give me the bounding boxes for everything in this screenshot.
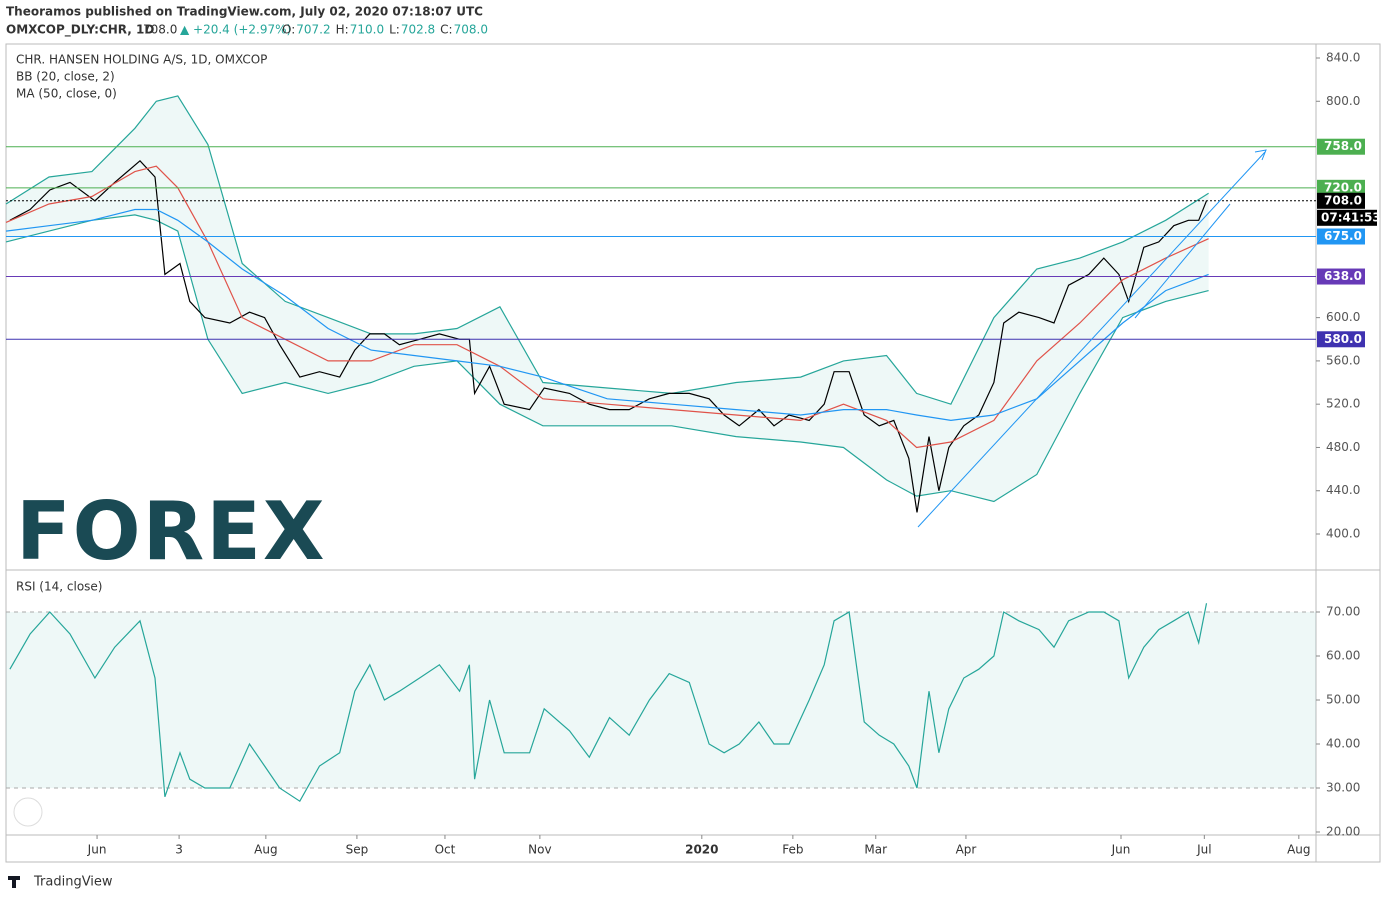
rsi-title: RSI (14, close) [16, 580, 102, 594]
countdown-badge [1317, 209, 1377, 226]
level-label: 638.0 [1324, 269, 1362, 283]
x-tick-label: 2020 [685, 843, 718, 857]
y-tick-label: 800.0 [1326, 94, 1360, 108]
y-tick-label: 70.00 [1326, 605, 1360, 619]
y-tick-label: 480.0 [1326, 440, 1360, 454]
tv-logo [8, 876, 20, 888]
ohlc-value: 702.8 [401, 23, 435, 37]
indicator: MA (50, close, 0) [16, 87, 117, 101]
level-badge [1317, 138, 1365, 155]
rsi-band [6, 612, 1316, 788]
series-line [9, 603, 1208, 803]
y-tick-label: 20.00 [1326, 825, 1360, 839]
level-badge [1317, 179, 1365, 196]
bb-upper [5, 95, 1209, 405]
x-tick-label: 3 [175, 843, 183, 857]
level-badge [1317, 192, 1365, 209]
level-badge [1317, 331, 1365, 348]
ohlc-key: O: [282, 23, 295, 37]
channel-line [1134, 203, 1231, 319]
y-tick-label: 30.00 [1326, 781, 1360, 795]
bb-lower [5, 214, 1209, 503]
arrow-head [1254, 149, 1267, 161]
x-tick-label: Mar [864, 843, 887, 857]
y-tick-label: 440.0 [1326, 483, 1360, 497]
y-tick-label: 400.0 [1326, 527, 1360, 541]
x-tick-label: Oct [435, 843, 456, 857]
level-label: 708.0 [1324, 193, 1362, 207]
x-tick-label: Feb [782, 843, 803, 857]
symbol: OMXCOP_DLY:CHR, 1D [6, 23, 154, 38]
ohlc-value: 708.0 [454, 23, 488, 37]
level-label: 580.0 [1324, 332, 1362, 346]
series-line [9, 159, 1208, 513]
series-line [5, 165, 1209, 449]
change: ▲ +20.4 (+2.97%) [180, 23, 291, 37]
y-tick-label: 840.0 [1326, 51, 1360, 65]
x-tick-label: Nov [528, 843, 551, 857]
indicator: BB (20, close, 2) [16, 70, 115, 84]
y-tick-label: 40.00 [1326, 737, 1360, 751]
ohlc-key: C: [440, 23, 452, 37]
tv-button[interactable] [13, 797, 43, 827]
series-line [5, 208, 1209, 422]
x-tick-label: Jun [87, 843, 107, 857]
level-badge [1317, 228, 1365, 245]
bb-fill [6, 95, 1209, 502]
level-label: 720.0 [1324, 180, 1362, 194]
y-tick-label: 50.00 [1326, 693, 1360, 707]
last-price: 708.0 [143, 23, 177, 37]
ohlc-key: L: [389, 23, 400, 37]
x-tick-label: Aug [254, 843, 277, 857]
ohlc-value: 707.2 [296, 23, 330, 37]
level-badge [1317, 268, 1365, 285]
x-tick-label: Sep [346, 843, 369, 857]
footer-brand: TradingView [33, 875, 113, 890]
y-tick-label: 600.0 [1326, 310, 1360, 324]
x-tick-label: Aug [1287, 843, 1310, 857]
publisher: Theoramos published on TradingView.com, … [6, 5, 483, 19]
logo: FOREX [16, 485, 327, 578]
x-tick-label: Jul [1196, 843, 1211, 857]
frame [5, 43, 1381, 863]
level-label: 675.0 [1324, 229, 1362, 243]
trend-arrow [917, 151, 1266, 528]
y-tick-label: 560.0 [1326, 353, 1360, 367]
x-tick-label: Apr [956, 843, 977, 857]
chart-title: CHR. HANSEN HOLDING A/S, 1D, OMXCOP [16, 53, 267, 67]
x-tick-label: Jun [1111, 843, 1131, 857]
countdown: 07:41:53 [1321, 210, 1381, 224]
y-tick-label: 520.0 [1326, 397, 1360, 411]
ohlc-key: H: [336, 23, 349, 37]
level-label: 758.0 [1324, 139, 1362, 153]
ohlc-value: 710.0 [350, 23, 384, 37]
y-tick-label: 60.00 [1326, 649, 1360, 663]
